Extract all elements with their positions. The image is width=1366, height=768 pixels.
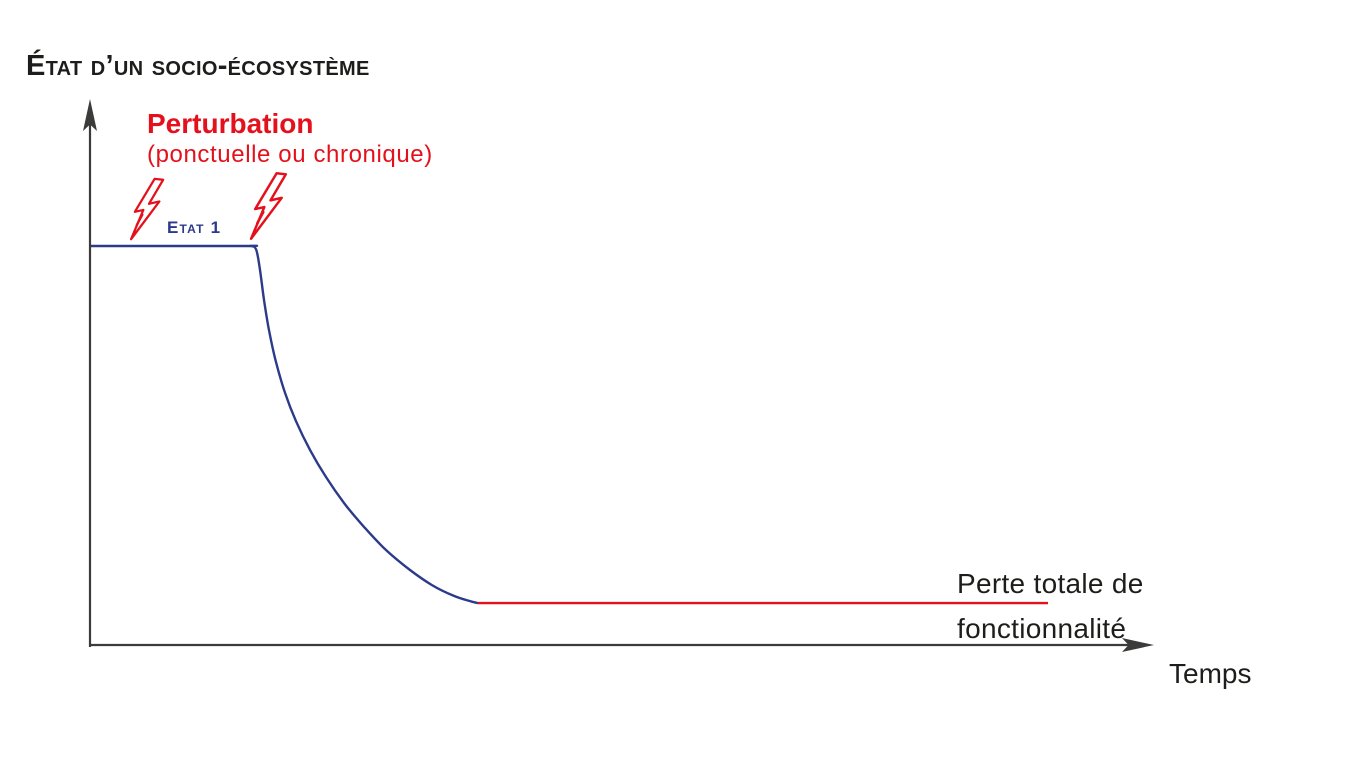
perturbation-subtitle: (ponctuelle ou chronique)	[147, 141, 433, 168]
x-axis-label: Temps	[1169, 658, 1252, 689]
lightning-outline	[249, 172, 288, 240]
lightning-outline	[129, 177, 165, 241]
lightning-icon	[129, 177, 165, 241]
perturbation-title: Perturbation	[147, 108, 314, 139]
state1-label: Etat 1	[167, 218, 222, 237]
x-axis-arrowhead	[1122, 638, 1154, 652]
y-axis-title: État d’un socio-écosystème	[26, 50, 370, 82]
lightning-accent	[135, 213, 144, 227]
lightning-icon	[249, 172, 288, 240]
perturbation-annotation: Perturbation (ponctuelle ou chronique)	[147, 108, 433, 169]
total-loss-line2: fonctionnalité	[957, 613, 1127, 644]
total-loss-label: Perte totale de fonctionnalité	[957, 561, 1144, 651]
lightning-accent	[255, 210, 265, 225]
total-loss-line1: Perte totale de	[957, 568, 1144, 599]
state-curve	[90, 244, 479, 605]
y-axis-arrowhead	[83, 99, 97, 131]
